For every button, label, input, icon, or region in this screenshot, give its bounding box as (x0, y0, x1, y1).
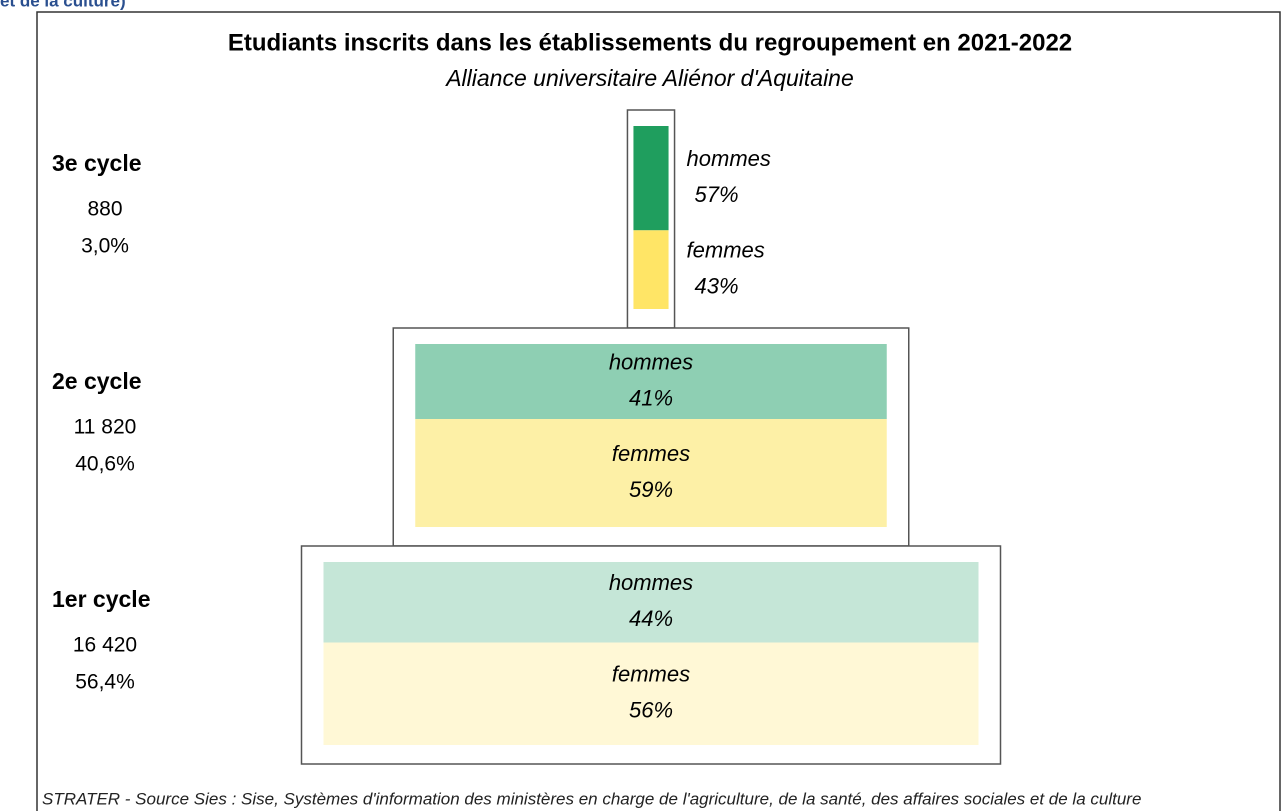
chart-title: Etudiants inscrits dans les établissemen… (228, 29, 1072, 56)
segment (633, 126, 669, 231)
segment (633, 230, 669, 309)
count-label: 11 820 (74, 416, 137, 439)
series-name: hommes (609, 349, 693, 374)
source-note: STRATER - Source Sies : Sise, Systèmes d… (42, 789, 1141, 808)
series-name: hommes (687, 146, 771, 171)
category-label: 1er cycle (52, 586, 150, 612)
header-fragment: et de la culture) (0, 0, 126, 10)
segment (415, 344, 887, 420)
value-label: 56% (629, 698, 673, 723)
chart-subtitle: Alliance universitaire Aliénor d'Aquitai… (444, 65, 854, 91)
series-name: femmes (612, 441, 690, 466)
category-label: 2e cycle (52, 368, 142, 394)
value-label: 41% (629, 385, 673, 410)
series-name: hommes (609, 570, 693, 595)
share-label: 56,4% (75, 671, 135, 694)
series-name: femmes (687, 237, 765, 262)
series-name: femmes (612, 662, 690, 687)
count-label: 880 (87, 198, 122, 221)
value-label: 57% (695, 182, 739, 207)
share-label: 3,0% (81, 235, 129, 258)
share-label: 40,6% (75, 453, 135, 476)
segment (323, 642, 979, 745)
segment (323, 562, 979, 643)
segment (415, 419, 887, 527)
value-label: 43% (695, 273, 739, 298)
value-label: 59% (629, 477, 673, 502)
value-label: 44% (629, 606, 673, 631)
category-label: 3e cycle (52, 150, 142, 176)
count-label: 16 420 (73, 634, 137, 657)
frame (36, 11, 1281, 811)
